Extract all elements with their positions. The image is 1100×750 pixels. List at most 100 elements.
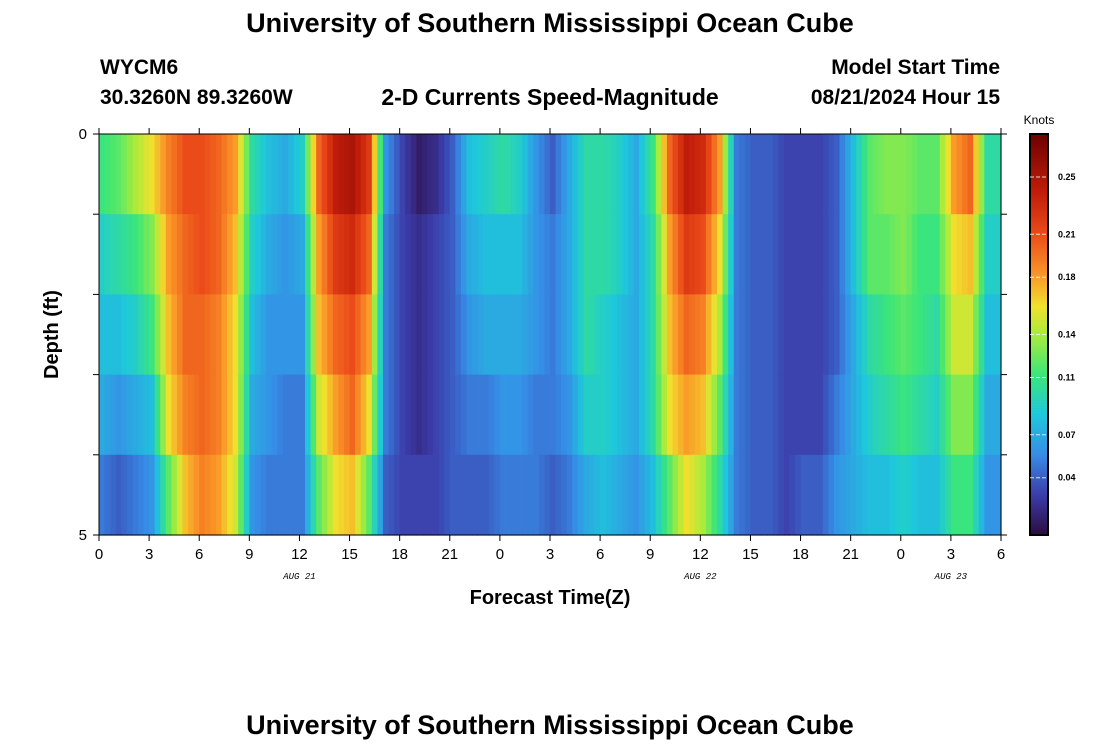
heatmap-cell [182,134,189,215]
heatmap-cell [238,454,245,536]
heatmap-cell [594,214,601,295]
heatmap-cell [811,214,818,295]
heatmap-cell [566,294,573,376]
heatmap-cell [332,374,340,456]
heatmap-cell [143,214,150,295]
heatmap-cell [132,454,139,536]
heatmap-cell [511,454,518,536]
heatmap-cell [121,134,128,215]
heatmap-cell [817,294,824,376]
heatmap-cell [672,454,679,536]
heatmap-cell [728,134,735,215]
heatmap-cell [388,374,395,456]
colorbar-unit: Knots [1024,113,1055,127]
heatmap-cell [989,374,997,456]
heatmap-cell [984,454,991,536]
heatmap-cell [705,374,713,456]
heatmap-cell [110,294,117,376]
heatmap-cell [388,134,395,215]
heatmap-cells [99,134,1002,536]
heatmap-cell [811,374,818,456]
heatmap-cell [867,214,874,295]
heatmap-cell [806,214,813,295]
heatmap-cell [221,374,228,456]
heatmap-cell [104,134,111,215]
heatmap-cell [126,134,134,215]
heatmap-cell [243,374,250,456]
heatmap-cell [605,374,612,456]
heatmap-cell [227,134,234,215]
heatmap-cell [833,134,841,215]
heatmap-cell [778,374,785,456]
heatmap-cell [822,374,829,456]
heatmap-cell [538,374,546,456]
heatmap-cell [989,454,997,536]
heatmap-cell [661,374,668,456]
heatmap-cell [483,454,490,536]
heatmap-cell [165,134,172,215]
heatmap-cell [950,214,958,295]
heatmap-cell [962,374,969,456]
heatmap-cell [978,374,985,456]
heatmap-cell [243,294,250,376]
heatmap-cell [845,374,852,456]
heatmap-cell [917,294,924,376]
heatmap-cell [561,294,568,376]
heatmap-cell [583,134,590,215]
heatmap-cell [371,294,378,376]
heatmap-cell [221,294,228,376]
heatmap-cell [861,374,868,456]
heatmap-cell [410,294,417,376]
heatmap-cell [950,374,958,456]
heatmap-cell [550,294,557,376]
heatmap-cell [672,214,679,295]
heatmap-cell [934,454,941,536]
heatmap-cell [149,374,156,456]
heatmap-cell [761,214,768,295]
heatmap-cell [516,134,523,215]
heatmap-cell [717,134,724,215]
heatmap-cell [449,294,456,376]
heatmap-cell [639,374,646,456]
heatmap-cell [928,214,935,295]
heatmap-cell [338,134,345,215]
heatmap-cell [962,214,969,295]
heatmap-cell [371,454,378,536]
heatmap-cell [449,454,456,536]
heatmap-cell [572,214,579,295]
heatmap-cell [555,134,562,215]
heatmap-cell [817,134,824,215]
heatmap-cell [438,454,445,536]
heatmap-cell [728,294,735,376]
heatmap-cell [772,134,779,215]
heatmap-cell [466,214,473,295]
heatmap-cell [488,134,495,215]
x-tick-label: 21 [441,546,458,563]
heatmap-cell [878,454,885,536]
heatmap-cell [845,134,852,215]
heatmap-cell [444,214,451,295]
heatmap-cell [622,454,629,536]
heatmap-cell [984,374,991,456]
heatmap-cell [416,134,423,215]
heatmap-cell [611,454,618,536]
heatmap-cell [895,454,902,536]
colorbar-tick-label: 0.18 [1058,272,1076,282]
heatmap-cell [934,214,941,295]
heatmap-cell [872,134,880,215]
heatmap-cell [472,134,479,215]
x-tick-label: 3 [947,546,955,563]
heatmap-cell [104,374,111,456]
heatmap-cell [661,294,668,376]
heatmap-cell [349,374,356,456]
heatmap-cell [176,134,184,215]
heatmap-cell [455,214,462,295]
x-tick-label: 15 [341,546,358,563]
heatmap-cell [249,134,256,215]
colorbar-tick-label: 0.14 [1058,330,1076,340]
heatmap-cell [884,374,891,456]
heatmap-cell [923,294,930,376]
heatmap-cell [99,374,106,456]
heatmap-cell [204,134,211,215]
heatmap-cell [405,294,412,376]
